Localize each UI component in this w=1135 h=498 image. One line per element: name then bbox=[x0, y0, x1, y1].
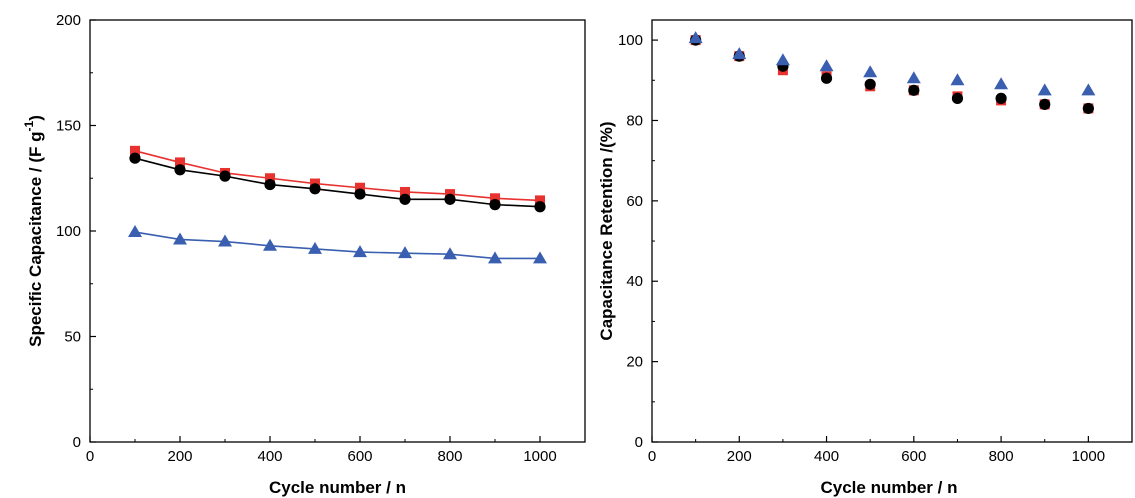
data-point-triangle bbox=[443, 247, 457, 260]
plot-frame bbox=[89, 19, 586, 443]
data-point-circle bbox=[399, 193, 411, 205]
data-point-circle bbox=[354, 188, 366, 200]
data-point-triangle bbox=[173, 232, 187, 245]
x-tick-label: 1000 bbox=[523, 448, 556, 465]
data-point-square bbox=[490, 193, 500, 204]
data-point-circle bbox=[174, 164, 186, 176]
y-tick-label: 50 bbox=[64, 329, 81, 346]
x-axis-title: Cycle number / n bbox=[269, 478, 406, 497]
data-point-triangle bbox=[128, 225, 142, 238]
data-markers bbox=[128, 145, 547, 264]
data-point-triangle bbox=[1037, 83, 1052, 96]
y-tick-label: 40 bbox=[626, 273, 643, 290]
data-point-circle bbox=[264, 178, 276, 191]
data-point-triangle bbox=[906, 71, 921, 84]
data-point-circle bbox=[908, 84, 920, 96]
y-tick-label: 80 bbox=[626, 112, 643, 129]
data-point-triangle bbox=[353, 245, 367, 258]
series-line-circle bbox=[134, 157, 541, 208]
retention-chart: 0 200 400 600 800 1000 0 20 40 60 80 100 Cycle numb… bbox=[597, 19, 1133, 497]
data-point-circle bbox=[864, 78, 876, 90]
y-axis-title-superscript: -1 bbox=[22, 120, 36, 131]
axis-ticks: 0 200 400 600 800 1000 0 50 100 150 200 bbox=[56, 12, 557, 465]
data-point-circle bbox=[1082, 102, 1094, 115]
y-tick-label: 60 bbox=[626, 193, 643, 210]
y-tick-label: 100 bbox=[56, 223, 81, 240]
x-tick-label: 800 bbox=[437, 448, 462, 465]
data-point-circle bbox=[129, 152, 141, 164]
data-point-circle bbox=[534, 201, 546, 213]
data-point-circle bbox=[1039, 98, 1051, 110]
y-tick-label: 200 bbox=[56, 12, 81, 29]
data-point-circle bbox=[995, 92, 1007, 104]
data-point-triangle bbox=[732, 47, 747, 60]
data-point-circle bbox=[489, 199, 501, 211]
data-point-square bbox=[535, 195, 545, 206]
y-axis-title-close: ) bbox=[26, 115, 45, 121]
data-point-square bbox=[175, 157, 185, 168]
data-point-triangle bbox=[1081, 83, 1096, 96]
axis-ticks: 0 200 400 600 800 1000 0 20 40 60 80 100 bbox=[618, 32, 1105, 465]
x-tick-label: 200 bbox=[727, 448, 752, 465]
x-tick-label: 400 bbox=[814, 448, 839, 465]
y-tick-label: 0 bbox=[635, 434, 643, 451]
x-tick-label: 600 bbox=[901, 448, 926, 465]
plot-frame bbox=[651, 19, 1133, 443]
data-point-square bbox=[130, 145, 140, 156]
data-point-circle bbox=[219, 170, 231, 182]
x-tick-label: 400 bbox=[257, 448, 282, 465]
x-tick-label: 1000 bbox=[1072, 448, 1105, 465]
data-point-triangle bbox=[950, 73, 965, 86]
data-point-triangle bbox=[398, 246, 412, 259]
y-axis-title: Capacitance Retention /(%) bbox=[597, 121, 616, 340]
x-tick-label: 200 bbox=[167, 448, 192, 465]
data-point-circle bbox=[951, 92, 964, 104]
y-tick-label: 150 bbox=[56, 118, 81, 135]
data-point-triangle bbox=[218, 234, 232, 247]
x-tick-label: 0 bbox=[648, 448, 656, 465]
x-tick-label: 600 bbox=[347, 448, 372, 465]
x-tick-label: 800 bbox=[989, 448, 1014, 465]
y-axis-title: Specific Capacitance / (F g-1) bbox=[22, 115, 45, 347]
data-point-square bbox=[400, 186, 410, 197]
data-point-square bbox=[355, 182, 365, 193]
x-axis-title: Cycle number / n bbox=[821, 478, 958, 497]
data-point-square bbox=[265, 173, 275, 184]
data-point-triangle bbox=[775, 53, 790, 66]
y-tick-label: 20 bbox=[626, 354, 643, 371]
series-line-square bbox=[134, 150, 541, 202]
data-point-triangle bbox=[488, 251, 502, 264]
data-point-triangle bbox=[819, 59, 834, 72]
data-markers bbox=[688, 31, 1096, 115]
data-point-triangle bbox=[263, 238, 277, 251]
data-point-circle bbox=[820, 72, 833, 84]
data-point-triangle bbox=[688, 31, 703, 44]
x-tick-label: 0 bbox=[86, 448, 94, 465]
data-point-triangle bbox=[533, 251, 547, 264]
y-axis-title-main: Specific Capacitance / (F g bbox=[26, 131, 45, 346]
data-point-circle bbox=[444, 193, 456, 205]
y-tick-label: 100 bbox=[618, 32, 643, 49]
capacitance-chart: 0 200 400 600 800 1000 0 50 100 150 200 Cycle numb… bbox=[22, 12, 586, 497]
series-lines bbox=[134, 150, 541, 260]
data-point-triangle bbox=[994, 77, 1009, 90]
y-tick-label: 0 bbox=[73, 434, 81, 451]
data-point-triangle bbox=[863, 65, 878, 78]
data-point-triangle bbox=[308, 241, 322, 254]
data-point-circle bbox=[309, 183, 321, 195]
series-line-triangle bbox=[134, 231, 540, 260]
